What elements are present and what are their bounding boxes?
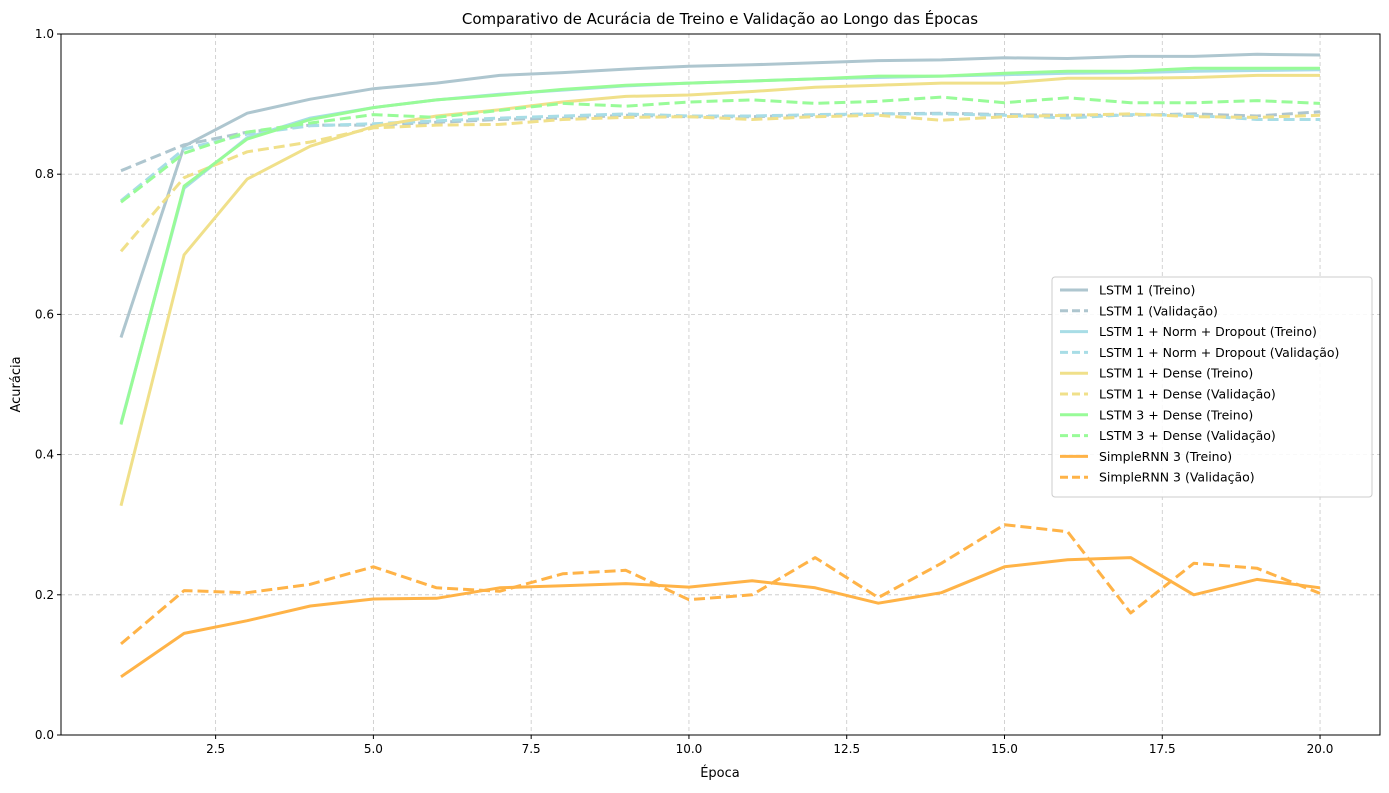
- y-tick-label: 0.4: [35, 448, 54, 462]
- y-tick-label: 0.2: [35, 588, 54, 602]
- y-tick-label: 0.6: [35, 307, 54, 321]
- legend-label: LSTM 1 + Dense (Treino): [1099, 366, 1253, 381]
- series-line-1: [119, 52, 1321, 338]
- series-group: [119, 52, 1321, 679]
- x-tick-label: 5.0: [364, 742, 383, 756]
- x-tick-label: 12.5: [833, 742, 860, 756]
- legend-label: LSTM 3 + Dense (Validação): [1099, 428, 1276, 443]
- series-line-10: [120, 523, 1321, 646]
- plot-frame: [60, 33, 1381, 736]
- x-axis-label: Época: [700, 765, 740, 781]
- series-line-9: [120, 556, 1321, 679]
- x-tick-label: 2.5: [206, 742, 225, 756]
- legend-label: LSTM 1 (Validação): [1099, 303, 1218, 318]
- series-line-5: [119, 73, 1320, 507]
- x-tick-label: 7.5: [522, 742, 541, 756]
- x-tick-label: 10.0: [676, 742, 703, 756]
- y-tick-label: 0.0: [35, 728, 54, 742]
- y-tick-label: 1.0: [35, 27, 54, 41]
- y-tick-label: 0.8: [35, 167, 54, 181]
- legend-label: LSTM 1 (Treino): [1099, 283, 1195, 298]
- legend-label: SimpleRNN 3 (Validação): [1099, 470, 1255, 485]
- x-tick-label: 17.5: [1149, 742, 1176, 756]
- chart-title: Comparativo de Acurácia de Treino e Vali…: [462, 9, 978, 28]
- legend-box: [1051, 276, 1373, 498]
- series-line-7: [119, 66, 1320, 425]
- legend-label: LSTM 1 + Norm + Dropout (Treino): [1099, 324, 1317, 339]
- series-line-6: [119, 112, 1321, 253]
- x-tick-label: 20.0: [1307, 742, 1334, 756]
- x-tick-label: 15.0: [991, 742, 1018, 756]
- legend-label: SimpleRNN 3 (Treino): [1099, 449, 1232, 464]
- legend-label: LSTM 3 + Dense (Treino): [1099, 407, 1253, 422]
- legend-label: LSTM 1 + Dense (Validação): [1099, 387, 1276, 402]
- legend-label: LSTM 1 + Norm + Dropout (Validação): [1099, 345, 1339, 360]
- y-axis-label: Acurácia: [9, 356, 24, 412]
- axes: 2.5 5.0 7.5 10.0 12.5 15.0 17.5 20.0 0.0 0.2 0.4 0.…: [35, 27, 1333, 756]
- legend: LSTM 1 (Treino) LSTM 1 (Validação) LSTM 1 …: [1051, 276, 1373, 498]
